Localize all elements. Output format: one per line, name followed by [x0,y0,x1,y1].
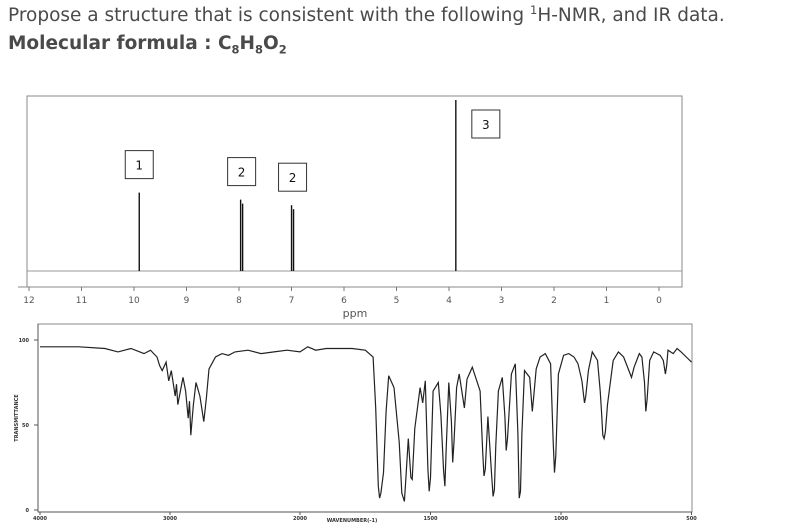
ir-x-tick-label: 1500 [424,516,438,522]
nmr-x-tick-label: 3 [499,296,505,306]
molecular-formula: Molecular formula : C8H8O2 [8,33,287,57]
nmr-integration-boxes: 1 2 2 3 [124,109,501,192]
nmr-x-tick-label: 8 [236,296,242,306]
ir-x-tick-label: 500 [686,516,697,522]
ir-x-tick-label: 2000 [293,516,307,522]
ir-y-tick-label: 0 [26,508,30,514]
ir-y-tick-label: 50 [22,423,29,429]
ir-series-line [40,346,692,502]
nmr-integration-label: 1 [135,159,143,173]
nmr-x-ticks: 12 11 10 9 8 7 6 5 4 3 2 1 0 [23,287,662,306]
nmr-x-tick-label: 4 [446,296,452,306]
nmr-x-tick-label: 11 [76,296,87,306]
question-text: Propose a structure that is consistent w… [8,2,725,26]
ir-x-tick-label: 1000 [554,516,568,522]
nmr-integration-label: 2 [289,171,297,185]
nmr-integration-box [471,109,501,139]
nmr-x-tick-label: 5 [394,296,400,306]
nmr-x-tick-label: 7 [289,296,295,306]
nmr-integration-label: 3 [482,118,490,132]
nmr-x-tick-label: 9 [184,296,190,306]
ir-frame [37,323,693,513]
ir-x-tick-label: 3000 [163,516,177,522]
ir-y-tick-label: 100 [19,338,30,344]
nmr-x-label: ppm [343,307,368,320]
nmr-x-tick-label: 12 [23,296,34,306]
nmr-integration-box [227,157,257,187]
ir-y-label: TRANSMITTANCE [14,394,20,442]
nmr-integration-box [124,150,154,180]
nmr-x-tick-label: 0 [656,296,662,306]
ir-x-label: WAVENUMBER(-1) [327,518,378,524]
ir-x-ticks: 4000 3000 2000 1500 1000 500 [33,512,697,522]
nmr-integration-box [278,162,308,192]
nmr-x-tick-label: 6 [341,296,347,306]
nmr-x-tick-label: 2 [551,296,557,306]
nmr-integration-label: 2 [238,166,246,180]
nmr-x-tick-label: 1 [604,296,610,306]
ir-x-tick-label: 4000 [33,516,47,522]
nmr-x-tick-label: 10 [128,296,140,306]
nmr-peaks [138,100,457,271]
ir-y-ticks: 0 50 100 [19,338,38,514]
